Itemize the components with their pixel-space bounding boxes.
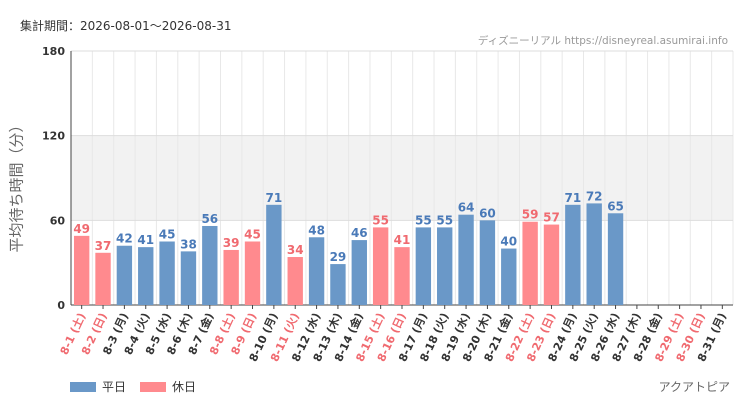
bar	[458, 214, 474, 305]
legend-swatch-weekday	[70, 381, 96, 392]
bar	[330, 264, 346, 305]
legend-swatch-holiday	[140, 381, 167, 392]
bar	[266, 204, 282, 305]
bar	[308, 237, 325, 305]
data-label: 59	[522, 208, 539, 222]
bar	[95, 252, 111, 305]
bar	[180, 251, 197, 305]
y-tick-label: 60	[50, 214, 66, 227]
bar	[394, 247, 410, 305]
bar	[159, 241, 175, 305]
data-label: 55	[436, 213, 453, 227]
data-label: 55	[415, 213, 432, 227]
bar	[607, 213, 624, 305]
data-label: 57	[543, 211, 560, 225]
source-credit: ディズニーリアル https://disneyreal.asumirai.inf…	[477, 35, 728, 47]
bar	[501, 248, 517, 305]
bar	[437, 227, 453, 305]
data-label: 72	[586, 189, 603, 203]
bar	[287, 257, 303, 305]
legend: 平日 休日	[70, 378, 196, 395]
y-tick-label: 0	[57, 299, 65, 312]
bar	[415, 227, 432, 305]
data-label: 45	[159, 228, 176, 242]
data-label: 42	[116, 232, 133, 246]
data-label: 48	[308, 223, 325, 237]
bar	[138, 247, 154, 305]
period-label: 集計期間：2026-08-01～2026-08-31	[20, 19, 232, 33]
data-label: 64	[458, 201, 475, 215]
data-label: 38	[180, 237, 197, 251]
bar	[586, 203, 602, 305]
bar	[244, 241, 261, 305]
data-label: 37	[95, 239, 112, 253]
shaded-band	[71, 135, 733, 221]
legend-label-holiday: 休日	[172, 380, 197, 394]
bar	[202, 225, 218, 305]
bar	[522, 221, 538, 305]
legend-item-holiday: 休日	[140, 378, 196, 395]
data-label: 65	[607, 199, 624, 213]
facility-name: アクアトピア	[658, 380, 730, 394]
bar	[565, 204, 581, 305]
data-label: 45	[244, 228, 261, 242]
data-label: 49	[73, 222, 90, 236]
bar	[372, 227, 389, 305]
data-label: 56	[201, 212, 218, 226]
legend-item-weekday: 平日	[70, 378, 126, 395]
data-label: 41	[137, 233, 154, 247]
data-label: 71	[564, 191, 581, 205]
bar	[116, 245, 133, 305]
data-label: 46	[351, 226, 368, 240]
bar	[223, 249, 239, 305]
y-tick-label: 120	[42, 130, 65, 143]
data-label: 34	[287, 243, 304, 257]
data-label: 41	[394, 233, 411, 247]
data-label: 40	[500, 235, 517, 249]
bar	[479, 220, 496, 305]
data-label: 39	[223, 236, 240, 250]
bar	[543, 224, 560, 305]
y-tick-label: 180	[42, 45, 65, 58]
data-label: 55	[372, 213, 389, 227]
data-label: 60	[479, 206, 496, 220]
legend-label-weekday: 平日	[102, 380, 127, 394]
data-label: 71	[266, 191, 283, 205]
bar	[73, 235, 90, 305]
bar	[351, 240, 367, 305]
data-label: 29	[330, 250, 347, 264]
